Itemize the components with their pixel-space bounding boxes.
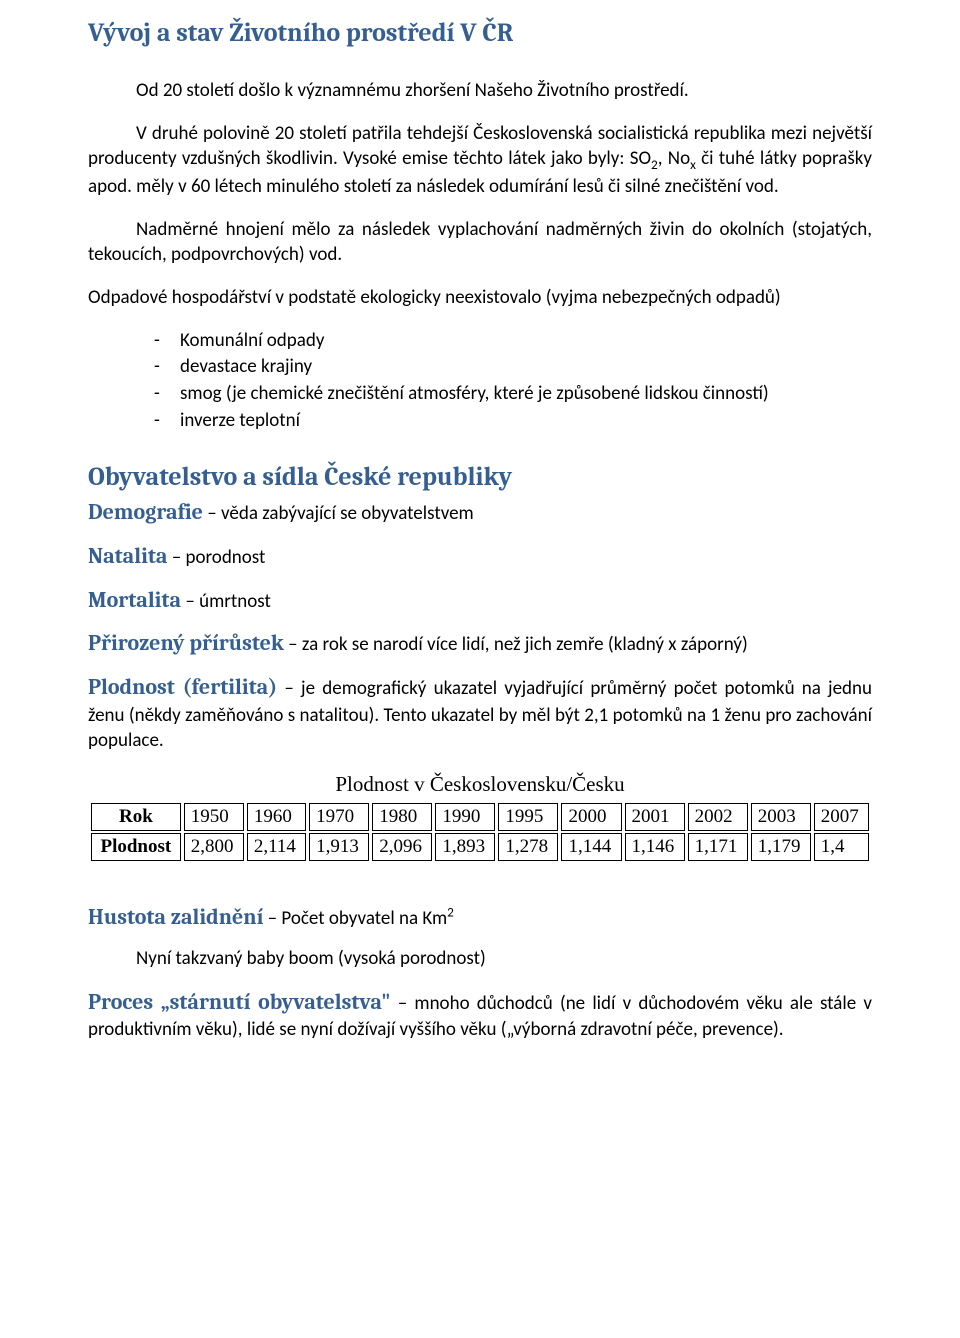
table-caption: Plodnost v Československu/Česku bbox=[88, 772, 872, 797]
document-page: Vývoj a stav Životního prostředí V ČR Od… bbox=[0, 0, 960, 1087]
paragraph-fertilizer: Nadměrné hnojení mělo za následek vyplac… bbox=[88, 217, 872, 267]
row-header: Rok bbox=[91, 803, 181, 831]
row-header: Plodnost bbox=[91, 833, 181, 861]
paragraph-history: V druhé polovině 20 století patřila tehd… bbox=[88, 121, 872, 199]
def-natalita: Natalita – porodnost bbox=[88, 542, 872, 572]
definition: – porodnost bbox=[167, 546, 265, 569]
subscript: 2 bbox=[651, 156, 658, 173]
definition: – Počet obyvatel na Km bbox=[263, 907, 447, 930]
cell: 2001 bbox=[625, 803, 685, 831]
cell: 2000 bbox=[561, 803, 621, 831]
cell: 2003 bbox=[751, 803, 811, 831]
table-row: Plodnost 2,800 2,114 1,913 2,096 1,893 1… bbox=[91, 833, 869, 861]
term: Hustota zalidnění bbox=[88, 904, 263, 930]
cell: 1,146 bbox=[625, 833, 685, 861]
superscript: 2 bbox=[447, 904, 454, 921]
term: Demografie bbox=[88, 499, 203, 525]
definition: – věda zabývající se obyvatelstvem bbox=[203, 502, 474, 525]
term: Natalita bbox=[88, 543, 167, 569]
paragraph-waste: Odpadové hospodářství v podstatě ekologi… bbox=[88, 285, 872, 310]
cell: 2002 bbox=[688, 803, 748, 831]
bullet-list: Komunální odpady devastace krajiny smog … bbox=[88, 328, 872, 434]
term: Přirozený přírůstek bbox=[88, 630, 284, 656]
def-demografie: Demografie – věda zabývající se obyvatel… bbox=[88, 498, 872, 528]
list-item: devastace krajiny bbox=[88, 354, 872, 381]
table-row: Rok 1950 1960 1970 1980 1990 1995 2000 2… bbox=[91, 803, 869, 831]
cell: 1,179 bbox=[751, 833, 811, 861]
list-item: Komunální odpady bbox=[88, 328, 872, 355]
heading-2: Obyvatelstvo a sídla České republiky bbox=[88, 462, 872, 492]
term: Proces „stárnutí obyvatelstva" bbox=[88, 989, 391, 1015]
definition: – úmrtnost bbox=[181, 590, 271, 613]
cell: 1980 bbox=[372, 803, 432, 831]
cell: 2,114 bbox=[247, 833, 306, 861]
def-prirustek: Přirozený přírůstek – za rok se narodí v… bbox=[88, 629, 872, 659]
fertility-table: Rok 1950 1960 1970 1980 1990 1995 2000 2… bbox=[88, 801, 872, 863]
cell: 1,144 bbox=[561, 833, 621, 861]
list-item: inverze teplotní bbox=[88, 408, 872, 435]
cell: 1,171 bbox=[688, 833, 748, 861]
cell: 1,278 bbox=[498, 833, 558, 861]
cell: 2,800 bbox=[184, 833, 244, 861]
definition: – za rok se narodí více lidí, než jich z… bbox=[284, 633, 748, 656]
cell: 1,913 bbox=[309, 833, 369, 861]
cell: 2,096 bbox=[372, 833, 432, 861]
def-starnuti: Proces „stárnutí obyvatelstva" – mnoho d… bbox=[88, 988, 872, 1043]
paragraph-intro: Od 20 století došlo k významnému zhoršen… bbox=[88, 78, 872, 103]
cell: 1,4 bbox=[814, 833, 869, 861]
list-item: smog (je chemické znečištění atmosféry, … bbox=[88, 381, 872, 408]
term: Mortalita bbox=[88, 587, 181, 613]
cell: 1,893 bbox=[435, 833, 495, 861]
text: , No bbox=[658, 147, 690, 170]
cell: 2007 bbox=[814, 803, 869, 831]
heading-1: Vývoj a stav Životního prostředí V ČR bbox=[88, 18, 872, 48]
babyboom-note: Nyní takzvaný baby boom (vysoká porodnos… bbox=[88, 947, 872, 970]
cell: 1950 bbox=[184, 803, 244, 831]
cell: 1990 bbox=[435, 803, 495, 831]
cell: 1970 bbox=[309, 803, 369, 831]
cell: 1960 bbox=[247, 803, 306, 831]
def-plodnost: Plodnost (fertilita) – je demografický u… bbox=[88, 673, 872, 754]
cell: 1995 bbox=[498, 803, 558, 831]
def-mortalita: Mortalita – úmrtnost bbox=[88, 586, 872, 616]
term: Plodnost (fertilita) bbox=[88, 674, 277, 700]
def-hustota: Hustota zalidnění – Počet obyvatel na Km… bbox=[88, 903, 872, 933]
